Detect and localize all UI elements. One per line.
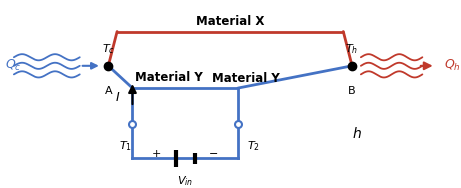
Text: h: h xyxy=(352,127,361,141)
Text: Material X: Material X xyxy=(196,15,265,28)
Text: $T_2$: $T_2$ xyxy=(247,139,260,153)
Text: −: − xyxy=(209,149,219,159)
Text: +: + xyxy=(152,149,161,159)
Text: $T_1$: $T_1$ xyxy=(119,139,132,153)
Text: $Q_h$: $Q_h$ xyxy=(444,58,461,73)
Text: Material Y: Material Y xyxy=(212,72,279,85)
Text: $T_h$: $T_h$ xyxy=(345,42,359,55)
Text: I: I xyxy=(116,91,119,104)
Text: $T_c$: $T_c$ xyxy=(102,42,115,55)
Text: $V_{in}$: $V_{in}$ xyxy=(177,174,193,188)
Text: $Q_c$: $Q_c$ xyxy=(5,58,22,73)
Text: A: A xyxy=(105,86,112,96)
Text: Material Y: Material Y xyxy=(135,71,202,84)
Text: B: B xyxy=(348,86,356,96)
